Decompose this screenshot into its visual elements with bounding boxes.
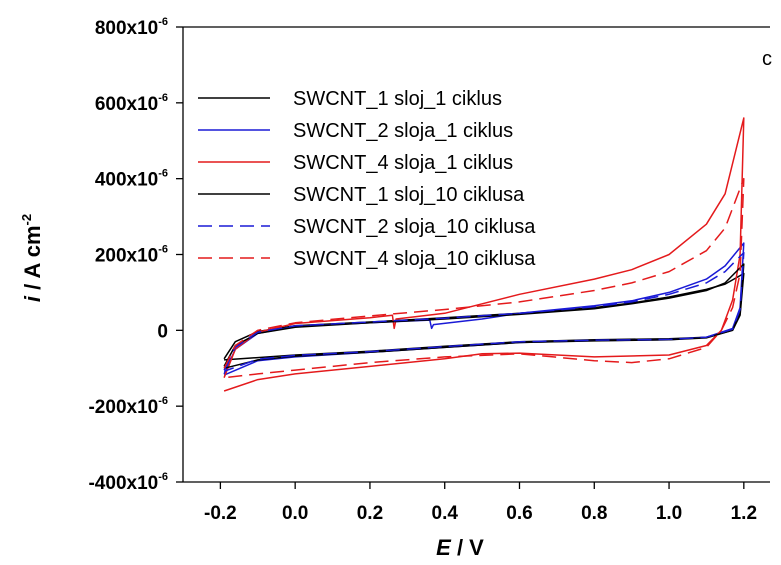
y-tick-label-base: 200x10 <box>95 246 158 267</box>
legend-label: SWCNT_4 sloja_10 ciklusa <box>293 248 536 270</box>
y-tick-label: 800x10-6 <box>95 16 168 39</box>
y-tick-label-exponent: -6 <box>158 244 168 256</box>
y-tick-label-exponent: -6 <box>158 92 168 104</box>
x-tick-label: -0.2 <box>204 503 237 524</box>
series-line-5 <box>223 251 745 373</box>
y-tick-label-base: 0 <box>157 321 168 342</box>
x-tick-label: 0.6 <box>506 503 532 524</box>
y-tick-label-base: -400x10 <box>88 473 158 494</box>
x-axis-label: E / V <box>436 535 484 560</box>
y-tick-label: 400x10-6 <box>95 168 168 191</box>
y-tick-label-exponent: -6 <box>158 395 168 407</box>
x-tick-label: 0.4 <box>432 503 459 524</box>
x-axis-label-var: E <box>436 535 452 560</box>
y-tick-label-base: 400x10 <box>95 170 158 191</box>
y-tick-label: 600x10-6 <box>95 92 168 115</box>
y-tick-label: 200x10-6 <box>95 244 168 267</box>
panel-label: c <box>762 48 772 70</box>
y-tick-label-base: -200x10 <box>88 397 158 418</box>
y-axis-ticks: 800x10-6600x10-6400x10-6200x10-60-200x10… <box>88 16 183 494</box>
series-lines <box>223 117 745 392</box>
x-tick-label: 0.8 <box>581 503 607 524</box>
y-axis-label-unit: / A cm <box>20 225 45 296</box>
y-axis-label-sup: -2 <box>19 214 34 226</box>
legend-label: SWCNT_2 sloja_10 ciklusa <box>293 216 536 238</box>
y-tick-label-exponent: -6 <box>158 471 168 483</box>
legend: SWCNT_1 sloj_1 ciklus SWCNT_2 sloja_1 cik… <box>198 88 536 270</box>
y-tick-label-base: 600x10 <box>95 94 158 115</box>
legend-label: SWCNT_1 sloj_1 ciklus <box>293 88 502 110</box>
x-tick-label: 0.0 <box>282 503 308 524</box>
x-tick-label: 1.0 <box>656 503 682 524</box>
y-tick-label-exponent: -6 <box>158 168 168 180</box>
y-axis-label: i / A cm-2 <box>19 214 45 302</box>
x-axis-ticks: -0.2 0.0 0.2 0.4 0.6 0.8 1.0 1.2 <box>204 482 757 524</box>
y-axis-label-var: i <box>20 295 45 302</box>
y-tick-label: 0 <box>157 321 168 342</box>
legend-label: SWCNT_1 sloj_10 ciklusa <box>293 184 525 206</box>
y-tick-label-exponent: -6 <box>158 16 168 28</box>
x-axis-label-unit: / V <box>451 535 484 560</box>
series-line-6 <box>223 177 745 379</box>
x-tick-label: 0.2 <box>357 503 383 524</box>
y-tick-label: -200x10-6 <box>88 395 168 418</box>
x-tick-label: 1.2 <box>731 503 757 524</box>
series-line-4 <box>223 263 745 370</box>
legend-label: SWCNT_2 sloja_1 ciklus <box>293 120 513 142</box>
y-tick-label-base: 800x10 <box>95 18 158 39</box>
legend-label: SWCNT_4 sloja_1 ciklus <box>293 152 513 174</box>
y-tick-label: -400x10-6 <box>88 471 168 494</box>
